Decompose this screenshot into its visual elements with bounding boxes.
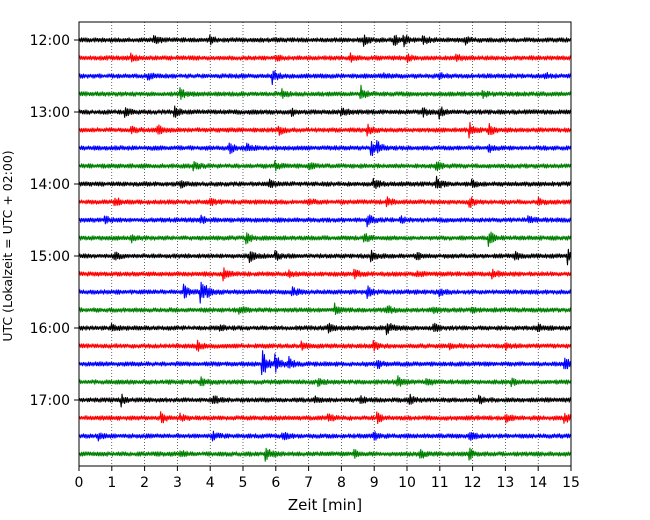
y-tick-label: 15:00 xyxy=(30,249,70,265)
y-axis-ticks: 12:00 13:00 14:00 15:00 16:00 17:00 xyxy=(30,33,79,409)
x-tick-label: 3 xyxy=(173,475,182,491)
y-tick-label: 16:00 xyxy=(30,321,70,337)
x-tick-label: 5 xyxy=(239,475,248,491)
trace-17:00 xyxy=(78,393,572,408)
x-tick-label: 15 xyxy=(562,475,580,491)
trace-15:00 xyxy=(78,248,572,266)
plot-frame xyxy=(78,21,572,467)
y-tick-label: 14:00 xyxy=(30,177,70,193)
trace-15:30 xyxy=(78,281,572,304)
y-tick-label: 17:00 xyxy=(30,393,70,409)
x-tick-label: 8 xyxy=(337,475,346,491)
x-axis-ticks: 0 1 2 3 4 5 6 7 8 9 10 11 12 13 14 15 xyxy=(75,466,580,491)
trace-12:00 xyxy=(78,34,572,48)
y-axis-label: UTC (Lokalzeit = UTC + 02:00) xyxy=(0,150,15,341)
y-tick-label: 13:00 xyxy=(30,105,70,121)
trace-12:30 xyxy=(78,70,572,85)
trace-14:30 xyxy=(78,214,572,228)
trace-17:45 xyxy=(78,447,572,462)
x-tick-label: 12 xyxy=(464,475,482,491)
y-tick-label: 12:00 xyxy=(30,33,70,49)
trace-15:15 xyxy=(78,267,572,282)
x-tick-label: 6 xyxy=(271,475,280,491)
trace-13:00 xyxy=(78,105,572,120)
x-tick-label: 4 xyxy=(206,475,215,491)
trace-14:45 xyxy=(78,231,572,247)
trace-17:15 xyxy=(78,411,572,425)
x-tick-label: 2 xyxy=(140,475,149,491)
trace-14:00 xyxy=(78,175,572,190)
trace-12:45 xyxy=(78,84,572,100)
x-axis-label: Zeit [min] xyxy=(288,496,362,514)
trace-13:15 xyxy=(78,121,572,139)
x-tick-label: 7 xyxy=(304,475,313,491)
trace-16:30 xyxy=(78,350,572,376)
trace-16:15 xyxy=(78,339,572,352)
x-tick-label: 11 xyxy=(431,475,449,491)
trace-13:45 xyxy=(78,160,572,172)
trace-15:45 xyxy=(78,302,572,315)
trace-16:45 xyxy=(78,375,572,388)
trace-14:15 xyxy=(78,196,572,209)
seismic-traces xyxy=(78,34,572,462)
x-tick-label: 0 xyxy=(75,475,84,491)
trace-13:30 xyxy=(78,139,572,157)
x-tick-label: 1 xyxy=(107,475,116,491)
vertical-grid xyxy=(111,22,539,466)
x-tick-label: 14 xyxy=(529,475,547,491)
x-tick-label: 9 xyxy=(370,475,379,491)
x-tick-label: 10 xyxy=(398,475,416,491)
trace-17:30 xyxy=(78,430,572,442)
trace-16:00 xyxy=(78,322,572,336)
trace-12:15 xyxy=(78,52,572,64)
x-tick-label: 13 xyxy=(496,475,514,491)
